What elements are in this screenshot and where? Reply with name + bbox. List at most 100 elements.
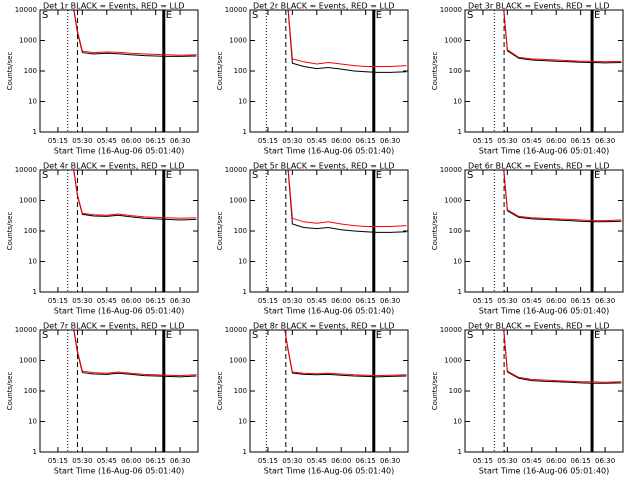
series-line bbox=[287, 10, 407, 73]
series-line bbox=[284, 330, 407, 378]
x-tick-label: 06:15 bbox=[146, 457, 166, 465]
y-tick-label: 1 bbox=[458, 448, 462, 456]
y-axis-label: Counts/sec bbox=[216, 52, 224, 91]
annotation: S bbox=[42, 330, 48, 341]
series-line bbox=[73, 10, 197, 56]
x-tick-label: 05:45 bbox=[307, 297, 327, 305]
y-tick-label: 1 bbox=[243, 448, 247, 456]
x-axis-label: Start Time (16-Aug-06 05:01:40) bbox=[479, 307, 610, 316]
annotation: E bbox=[166, 330, 172, 341]
panel: Det 8r BLACK = Events, RED = LLD Start Ti… bbox=[216, 322, 409, 476]
x-tick-label: 05:15 bbox=[258, 457, 278, 465]
chart-title: Det 9r BLACK = Events, RED = LLD bbox=[468, 322, 610, 331]
y-tick-label: 1 bbox=[458, 288, 462, 296]
x-tick-label: 06:30 bbox=[380, 137, 400, 145]
x-tick-label: 05:45 bbox=[97, 297, 117, 305]
x-axis-label: Start Time (16-Aug-06 05:01:40) bbox=[54, 147, 185, 156]
y-tick-label: 1 bbox=[458, 128, 462, 136]
plot-area bbox=[265, 330, 407, 452]
x-tick-label: 06:30 bbox=[595, 137, 615, 145]
x-tick-label: 05:30 bbox=[282, 457, 302, 465]
y-tick-label: 10000 bbox=[225, 6, 247, 14]
y-tick-label: 1 bbox=[33, 448, 37, 456]
y-tick-label: 100 bbox=[449, 227, 462, 235]
panel: Det 3r BLACK = Events, RED = LLD Start Ti… bbox=[431, 2, 624, 156]
x-tick-label: 06:00 bbox=[331, 457, 351, 465]
x-tick-label: 06:15 bbox=[571, 457, 591, 465]
series-line bbox=[503, 10, 622, 64]
y-tick-label: 1 bbox=[243, 288, 247, 296]
y-tick-label: 100 bbox=[449, 67, 462, 75]
x-tick-label: 05:30 bbox=[497, 137, 517, 145]
x-tick-label: 06:30 bbox=[595, 297, 615, 305]
x-tick-label: 05:45 bbox=[522, 297, 542, 305]
x-tick-label: 05:30 bbox=[72, 137, 92, 145]
x-axis-label: Start Time (16-Aug-06 05:01:40) bbox=[479, 467, 610, 476]
series-line bbox=[503, 10, 622, 63]
chart-title: Det 6r BLACK = Events, RED = LLD bbox=[468, 162, 610, 171]
annotation: E bbox=[594, 330, 600, 341]
x-tick-label: 06:15 bbox=[571, 137, 591, 145]
series-line bbox=[73, 330, 197, 377]
series-line bbox=[503, 330, 622, 384]
panel: Det 1r BLACK = Events, RED = LLD Start Ti… bbox=[6, 2, 199, 156]
series-line bbox=[287, 170, 407, 227]
plot-frame bbox=[464, 9, 624, 133]
x-tick-label: 05:45 bbox=[97, 457, 117, 465]
x-tick-label: 06:00 bbox=[121, 137, 141, 145]
annotation: S bbox=[467, 170, 473, 181]
annotation: E bbox=[376, 10, 382, 21]
chart-title: Det 2r BLACK = Events, RED = LLD bbox=[253, 2, 395, 11]
x-tick-label: 06:00 bbox=[331, 297, 351, 305]
series-line bbox=[73, 170, 197, 221]
y-axis-label: Counts/sec bbox=[216, 372, 224, 411]
x-tick-label: 05:15 bbox=[258, 137, 278, 145]
x-tick-label: 05:15 bbox=[473, 297, 493, 305]
plot-area bbox=[67, 10, 197, 132]
x-tick-label: 05:15 bbox=[48, 457, 68, 465]
x-tick-label: 05:30 bbox=[282, 297, 302, 305]
x-tick-label: 05:45 bbox=[97, 137, 117, 145]
y-tick-label: 100 bbox=[234, 387, 247, 395]
plot-area bbox=[67, 170, 197, 292]
x-axis-label: Start Time (16-Aug-06 05:01:40) bbox=[264, 467, 395, 476]
series-line bbox=[503, 170, 622, 223]
y-tick-label: 1000 bbox=[444, 37, 462, 45]
y-tick-label: 100 bbox=[24, 387, 37, 395]
y-axis-label: Counts/sec bbox=[6, 52, 14, 91]
plot-frame bbox=[39, 169, 199, 293]
annotation: E bbox=[376, 170, 382, 181]
annotation: E bbox=[166, 170, 172, 181]
plot-area bbox=[67, 330, 197, 452]
x-tick-label: 06:15 bbox=[571, 297, 591, 305]
x-tick-label: 06:00 bbox=[121, 297, 141, 305]
panel: Det 2r BLACK = Events, RED = LLD Start Ti… bbox=[216, 2, 409, 156]
series-line bbox=[503, 170, 622, 222]
y-tick-label: 100 bbox=[449, 387, 462, 395]
plot-frame bbox=[464, 329, 624, 453]
y-tick-label: 10 bbox=[28, 98, 37, 106]
x-tick-label: 05:15 bbox=[473, 457, 493, 465]
x-tick-label: 06:30 bbox=[170, 297, 190, 305]
panel: Det 7r BLACK = Events, RED = LLD Start Ti… bbox=[6, 322, 199, 476]
plot-frame bbox=[249, 9, 409, 133]
x-tick-label: 06:00 bbox=[546, 137, 566, 145]
y-axis-label: Counts/sec bbox=[431, 212, 439, 251]
x-tick-label: 05:45 bbox=[522, 457, 542, 465]
x-tick-label: 06:00 bbox=[121, 457, 141, 465]
y-tick-label: 100 bbox=[234, 227, 247, 235]
chart-title: Det 3r BLACK = Events, RED = LLD bbox=[468, 2, 610, 11]
plot-frame bbox=[39, 9, 199, 133]
x-tick-label: 05:15 bbox=[48, 137, 68, 145]
y-tick-label: 1000 bbox=[19, 37, 37, 45]
y-tick-label: 100 bbox=[24, 67, 37, 75]
panel: Det 6r BLACK = Events, RED = LLD Start Ti… bbox=[431, 162, 624, 316]
plot-area bbox=[265, 170, 407, 292]
y-tick-label: 1000 bbox=[444, 357, 462, 365]
x-axis-label: Start Time (16-Aug-06 05:01:40) bbox=[264, 307, 395, 316]
annotation: E bbox=[594, 170, 600, 181]
annotation: S bbox=[467, 330, 473, 341]
x-tick-label: 06:30 bbox=[595, 457, 615, 465]
annotation: S bbox=[252, 330, 258, 341]
